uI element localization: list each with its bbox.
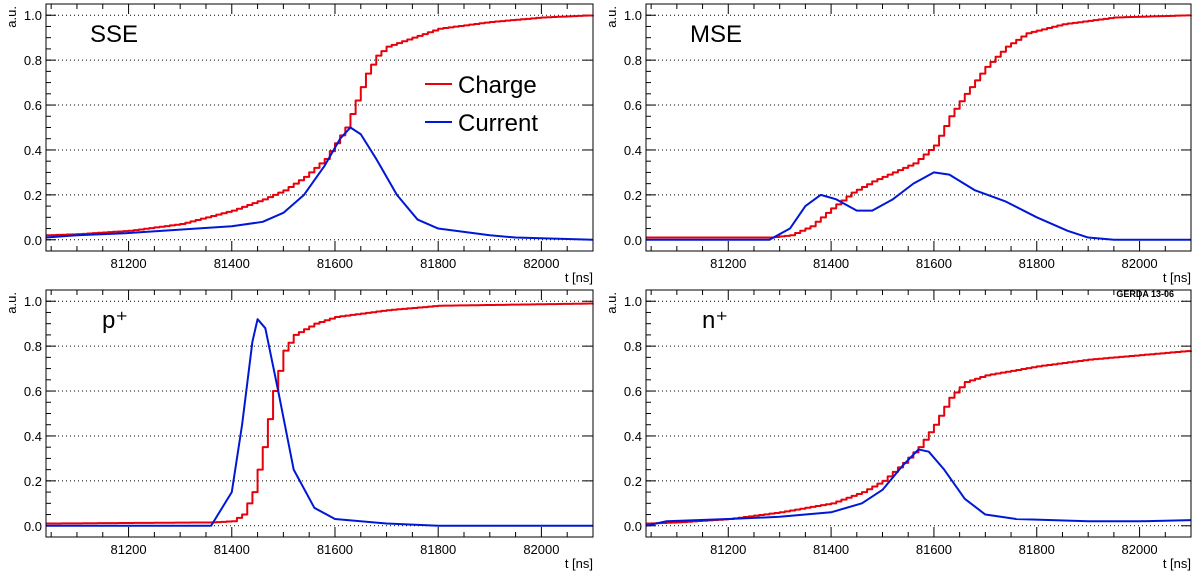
x-axis-title: t [ns] [1163,270,1191,285]
y-tick-label: 0.0 [624,233,642,248]
panel-label: MSE [690,21,742,48]
x-tick-label: 81800 [420,256,456,271]
chart-panel-3: 0.0 0.2 0.4 0.6 0.8 1.0 81200 81400 81600 81800 82… [4,289,594,571]
x-tick-label: 81400 [214,256,250,271]
y-tick-label: 1.0 [24,8,42,23]
figure-tag: GERDA 13-06 [1116,289,1174,299]
y-tick-label: 0.0 [24,233,42,248]
chart-panel-1: 0.0 0.2 0.4 0.6 0.8 1.0 81200 81400 81600 81800 82… [4,3,594,285]
x-tick-label: 81400 [813,256,849,271]
x-tick-label: 81400 [214,542,250,557]
x-tick-label: 81800 [1019,256,1055,271]
x-tick-label: 81600 [317,256,353,271]
y-tick-label: 0.6 [624,98,642,113]
series-current [646,171,1191,241]
y-tick-label: 0.2 [24,188,42,203]
panel-label: p⁺ [102,307,128,334]
x-tick-label: 81600 [916,542,952,557]
chart-panel-2: 0.0 0.2 0.4 0.6 0.8 1.0 81200 81400 81600 81800 82… [604,3,1192,285]
series-current [45,126,594,241]
x-tick-label: 81200 [110,256,146,271]
y-tick-label: 1.0 [624,8,642,23]
x-tick-label: 82000 [1122,542,1158,557]
series-charge [46,302,594,525]
x-tick-label: 81200 [710,256,746,271]
plot-frame [45,289,594,538]
panel-label: SSE [90,21,138,48]
y-tick-label: 1.0 [624,294,642,309]
y-tick-label: 0.2 [624,474,642,489]
y-tick-label: 0.4 [24,429,42,444]
y-tick-label: 0.8 [624,53,642,68]
series-charge [46,14,594,237]
y-tick-label: 0.4 [24,143,42,158]
x-tick-label: 81600 [317,542,353,557]
y-axis-title: a.u. [604,292,619,314]
y-axis-title: a.u. [4,292,19,314]
panel-label: n⁺ [702,307,728,334]
x-tick-label: 81200 [710,542,746,557]
y-tick-label: 0.8 [624,339,642,354]
x-tick-label: 81400 [813,542,849,557]
x-tick-label: 82000 [1122,256,1158,271]
x-tick-label: 81800 [1019,542,1055,557]
y-tick-label: 0.8 [24,339,42,354]
series-current [645,448,1192,527]
series-current [46,318,593,527]
legend: Charge Current [425,72,538,137]
x-tick-label: 82000 [523,256,559,271]
chart-panel-4: 0.0 0.2 0.4 0.6 0.8 1.0 81200 81400 81600 81800 82… [604,289,1192,571]
plot-frame [645,289,1192,538]
plot-frame [45,3,594,252]
x-axis-title: t [ns] [565,556,593,571]
y-tick-label: 0.0 [24,519,42,534]
x-tick-label: 82000 [523,542,559,557]
x-tick-label: 81200 [110,542,146,557]
y-tick-label: 0.0 [624,519,642,534]
x-tick-label: 81600 [916,256,952,271]
x-axis-title: t [ns] [1163,556,1191,571]
y-tick-label: 0.4 [624,429,642,444]
y-tick-label: 1.0 [24,294,42,309]
series-charge [646,14,1192,239]
x-axis-title: t [ns] [565,270,593,285]
y-tick-label: 0.4 [624,143,642,158]
y-tick-label: 0.6 [624,384,642,399]
series-charge [646,350,1192,525]
y-tick-label: 0.8 [24,53,42,68]
y-tick-label: 0.2 [24,474,42,489]
y-tick-label: 0.6 [24,98,42,113]
plot-frame [645,3,1192,252]
y-tick-label: 0.6 [24,384,42,399]
legend-label-charge: Charge [458,72,537,99]
y-tick-label: 0.2 [624,188,642,203]
legend-label-current: Current [458,110,538,137]
y-axis-title: a.u. [604,6,619,28]
x-tick-label: 81800 [420,542,456,557]
y-axis-title: a.u. [4,6,19,28]
